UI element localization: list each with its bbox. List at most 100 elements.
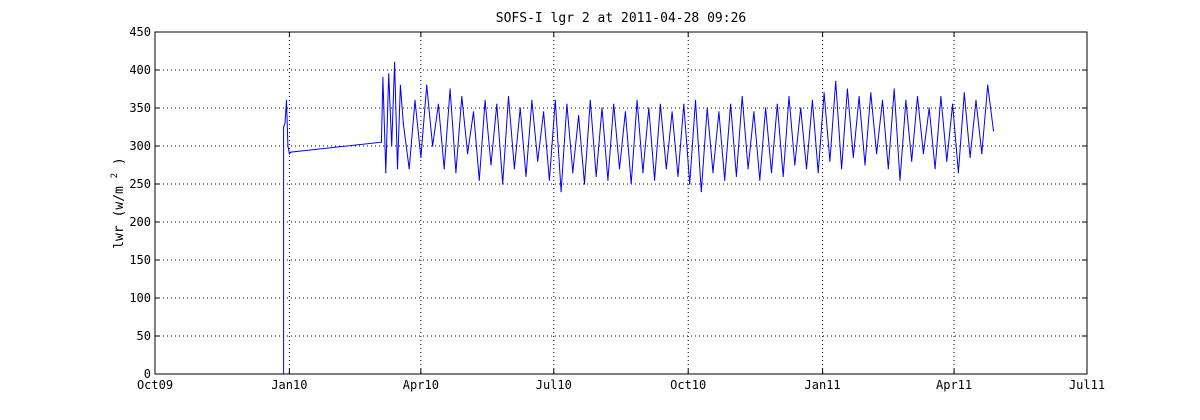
data-point bbox=[881, 99, 884, 101]
data-point bbox=[841, 168, 843, 170]
x-tick-label: Jan11 bbox=[805, 378, 841, 392]
data-point bbox=[380, 141, 382, 143]
y-tick-label: 50 bbox=[137, 329, 151, 343]
data-point bbox=[287, 145, 289, 147]
data-point bbox=[543, 111, 545, 113]
data-point bbox=[741, 96, 743, 98]
data-point bbox=[537, 160, 539, 162]
data-point bbox=[928, 107, 930, 109]
data-point bbox=[284, 122, 286, 124]
chart-title: SOFS-I lgr 2 at 2011-04-28 09:26 bbox=[496, 11, 746, 26]
data-point bbox=[835, 80, 837, 82]
data-point bbox=[601, 107, 603, 109]
y-axis-label: lwr (w/m 2 ) bbox=[106, 157, 127, 249]
x-tick-label: Oct09 bbox=[137, 378, 173, 392]
y-tick-label: 350 bbox=[129, 101, 151, 115]
data-point bbox=[887, 168, 889, 170]
data-point bbox=[934, 168, 936, 170]
data-point bbox=[402, 122, 404, 124]
data-point bbox=[290, 151, 292, 153]
data-point bbox=[630, 183, 632, 185]
data-point bbox=[642, 172, 644, 174]
data-point bbox=[718, 111, 720, 113]
data-point bbox=[388, 73, 390, 75]
data-point bbox=[636, 99, 638, 101]
axis-ticks: 0 50 100 150 200 250 300 350 400 450 Oct09 Jan10 Apr… bbox=[129, 25, 1105, 392]
data-point bbox=[700, 191, 702, 193]
data-point bbox=[461, 96, 463, 98]
y-tick-label: 450 bbox=[129, 25, 151, 39]
data-point bbox=[963, 92, 965, 94]
data-point bbox=[957, 172, 960, 174]
data-point bbox=[502, 183, 504, 185]
data-point bbox=[683, 103, 685, 105]
data-point bbox=[987, 84, 989, 86]
data-point bbox=[607, 179, 609, 181]
data-point bbox=[414, 99, 416, 101]
data-point bbox=[589, 99, 591, 101]
data-point bbox=[624, 111, 627, 113]
data-point bbox=[846, 88, 849, 90]
data-point bbox=[724, 179, 726, 181]
data-point bbox=[478, 179, 480, 181]
data-point bbox=[765, 107, 767, 109]
data-point bbox=[829, 160, 831, 162]
data-point bbox=[800, 107, 802, 109]
data-point bbox=[391, 145, 393, 147]
data-point bbox=[283, 126, 285, 128]
data-point bbox=[507, 96, 510, 98]
y-tick-label: 100 bbox=[129, 291, 151, 305]
data-point bbox=[893, 88, 895, 90]
data-point bbox=[858, 96, 860, 98]
grid bbox=[155, 32, 1087, 374]
data-point bbox=[548, 179, 551, 181]
data-point bbox=[770, 172, 773, 174]
y-tick-label: 400 bbox=[129, 63, 151, 77]
y-tick-label: 200 bbox=[129, 215, 151, 229]
data-point bbox=[618, 168, 621, 170]
data-point bbox=[922, 153, 925, 155]
data-point bbox=[811, 99, 814, 101]
data-point bbox=[513, 168, 516, 170]
data-point bbox=[805, 168, 808, 170]
data-point bbox=[747, 168, 749, 170]
data-point bbox=[408, 168, 410, 170]
data-point bbox=[519, 107, 521, 109]
data-point bbox=[876, 153, 878, 155]
data-point bbox=[566, 103, 568, 105]
data-point bbox=[788, 96, 790, 98]
plot-frame bbox=[154, 31, 1088, 375]
data-point bbox=[671, 111, 673, 113]
x-tick-label: Apr10 bbox=[403, 378, 439, 392]
data-point bbox=[735, 175, 738, 177]
data-point bbox=[613, 103, 615, 105]
x-tick-label: Jan10 bbox=[271, 378, 307, 392]
data-point bbox=[578, 115, 580, 117]
data-point bbox=[648, 107, 650, 109]
data-point bbox=[940, 96, 942, 98]
data-point bbox=[455, 172, 457, 174]
x-tick-label: Apr11 bbox=[936, 378, 972, 392]
data-point bbox=[776, 103, 778, 105]
data-point bbox=[437, 103, 439, 105]
data-point bbox=[952, 103, 954, 105]
data-point bbox=[420, 156, 422, 158]
data-point bbox=[911, 160, 913, 162]
data-point bbox=[525, 175, 527, 177]
data-point bbox=[823, 92, 825, 94]
data-point bbox=[288, 153, 290, 155]
data-point bbox=[659, 103, 662, 105]
series-layer bbox=[283, 61, 995, 375]
data-point bbox=[394, 61, 396, 64]
data-point bbox=[484, 99, 486, 101]
data-point bbox=[677, 175, 679, 177]
data-point bbox=[782, 175, 784, 177]
data-point bbox=[385, 172, 387, 174]
data-point bbox=[472, 111, 475, 113]
x-tick-label: Jul10 bbox=[536, 378, 572, 392]
data-point bbox=[432, 145, 434, 147]
data-point bbox=[706, 107, 708, 109]
data-point bbox=[396, 168, 399, 170]
